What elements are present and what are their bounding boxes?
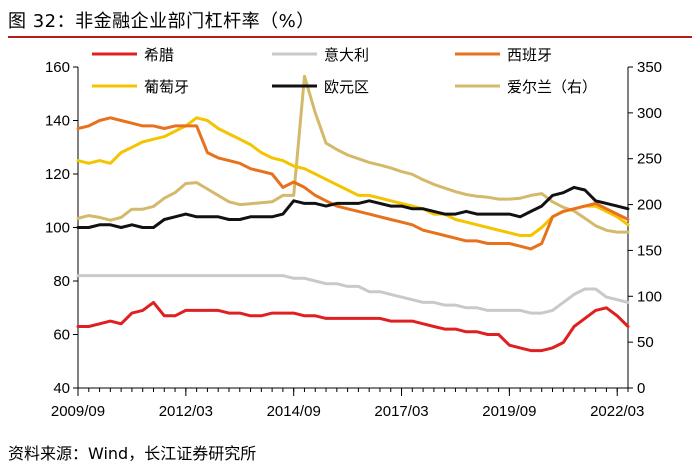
series-line bbox=[76, 116, 630, 237]
x-tick-label: 2019/09 bbox=[482, 403, 536, 420]
x-tick-label: 2017/03 bbox=[374, 403, 428, 420]
x-tick-label: 2014/09 bbox=[267, 403, 321, 420]
legend-label: 西班牙 bbox=[507, 46, 552, 64]
series-line bbox=[76, 274, 630, 315]
y-left-tick-label: 120 bbox=[45, 166, 70, 183]
chart-axes: 40 60 80 100 120 140 160 0 50 100 150 200 250 300 350 2… bbox=[45, 59, 662, 420]
y-left-tick-label: 140 bbox=[45, 113, 70, 130]
chart-series-lines bbox=[76, 74, 630, 353]
y-right-tick-label: 0 bbox=[637, 380, 645, 397]
y-left-tick-label: 100 bbox=[45, 220, 70, 237]
y-right-tick-label: 350 bbox=[637, 59, 662, 76]
series-line bbox=[76, 74, 630, 234]
y-left-tick-label: 60 bbox=[53, 327, 70, 344]
y-left-tick-label: 160 bbox=[45, 59, 70, 76]
y-right-tick-label: 200 bbox=[637, 197, 662, 214]
y-left-tick-label: 80 bbox=[53, 273, 70, 290]
x-tick-label: 2022/03 bbox=[590, 403, 644, 420]
legend-label: 意大利 bbox=[324, 46, 369, 64]
x-tick-label: 2012/03 bbox=[159, 403, 213, 420]
y-right-tick-label: 100 bbox=[637, 288, 662, 305]
y-right-tick-label: 50 bbox=[637, 334, 654, 351]
series-line bbox=[76, 300, 630, 353]
legend-label: 欧元区 bbox=[324, 78, 369, 96]
y-right-tick-label: 300 bbox=[637, 105, 662, 122]
y-left-tick-label: 40 bbox=[53, 380, 70, 397]
legend-label: 葡萄牙 bbox=[144, 78, 189, 96]
series-line bbox=[76, 185, 630, 229]
chart-title: 图 32：非金融企业部门杠杆率（%） bbox=[8, 11, 315, 32]
y-right-tick-label: 250 bbox=[637, 151, 662, 168]
source-note: 资料来源：Wind，长江证券研究所 bbox=[8, 444, 257, 463]
series-line bbox=[76, 116, 630, 251]
y-right-tick-label: 150 bbox=[637, 242, 662, 259]
legend-label: 爱尔兰（右） bbox=[507, 78, 597, 96]
x-tick-label: 2009/09 bbox=[51, 403, 105, 420]
title-rule bbox=[8, 36, 692, 38]
legend-label: 希腊 bbox=[144, 46, 174, 64]
